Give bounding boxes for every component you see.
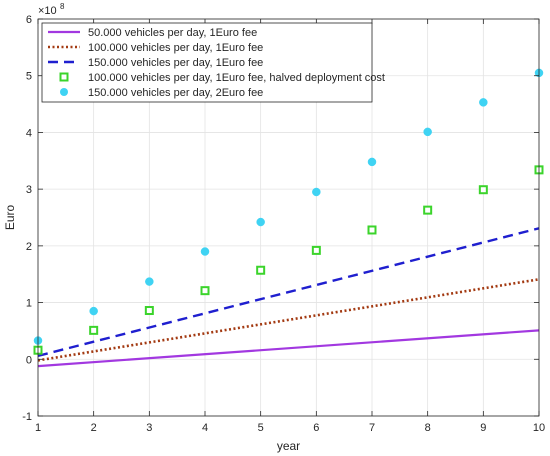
y-exponent-base: ×10 [38, 5, 57, 17]
series-1 [37, 329, 540, 368]
x-tick-label: 4 [202, 422, 208, 434]
data-point-square [311, 245, 321, 255]
series-3 [37, 227, 540, 358]
x-tick-label: 6 [313, 422, 319, 434]
series-line [37, 227, 540, 358]
data-point-circle [312, 187, 321, 197]
legend-symbol [59, 72, 69, 82]
series-5 [33, 68, 544, 345]
legend-label: 150.000 vehicles per day, 2Euro fee [88, 87, 263, 99]
y-tick-label: 4 [26, 127, 32, 139]
legend-symbol [60, 88, 68, 96]
data-point-circle [145, 277, 154, 286]
data-point-circle [89, 306, 98, 316]
data-point-circle [367, 157, 377, 167]
data-point-square [367, 225, 377, 235]
data-point-circle [479, 98, 488, 107]
data-point-circle [256, 217, 265, 227]
x-tick-label: 8 [425, 422, 431, 434]
x-tick-label: 2 [91, 422, 97, 434]
y-tick-label: 6 [26, 14, 32, 26]
data-point-circle [423, 127, 432, 137]
series-2 [37, 278, 540, 362]
x-tick-label: 10 [533, 422, 545, 434]
data-point-square [256, 265, 266, 275]
legend-circle [60, 88, 68, 96]
data-point-square [200, 286, 210, 296]
y-tick-label: 0 [26, 354, 32, 366]
y-tick-label: 3 [26, 184, 32, 196]
legend: 50.000 vehicles per day, 1Euro fee 100.00… [41, 22, 385, 103]
y-exponent-power: 8 [60, 2, 65, 11]
data-point-square [89, 325, 99, 335]
data-point-square [144, 306, 154, 316]
legend-square [59, 72, 69, 82]
y-tick-label: 2 [26, 241, 32, 253]
x-tick-label: 9 [480, 422, 486, 434]
series-line [37, 329, 540, 368]
legend-label: 100.000 vehicles per day, 1Euro fee [88, 42, 263, 54]
x-tick-label: 7 [369, 422, 375, 434]
data-point-square [423, 205, 433, 215]
legend-label: 100.000 vehicles per day, 1Euro fee, hal… [88, 72, 385, 84]
ticks: 1 2 3 4 5 6 7 8 9 10 -1 0 1 2 3 4 5 6 [22, 14, 545, 434]
legend-box [41, 22, 373, 103]
series-line [37, 278, 540, 362]
x-tick-label: 1 [35, 422, 41, 434]
legend-label: 50.000 vehicles per day, 1Euro fee [88, 27, 257, 39]
plot-frame [37, 18, 540, 417]
x-tick-label: 5 [258, 422, 264, 434]
x-tick-label: 3 [146, 422, 152, 434]
data-point-circle [200, 247, 210, 256]
y-tick-label: 5 [26, 71, 32, 83]
legend-label: 150.000 vehicles per day, 1Euro fee [88, 57, 263, 69]
y-axis-label: Euro [3, 205, 17, 231]
y-tick-label: 1 [26, 298, 32, 310]
y-tick-label: -1 [22, 411, 32, 423]
x-axis-label: year [277, 439, 300, 453]
data-point-square [478, 185, 488, 195]
